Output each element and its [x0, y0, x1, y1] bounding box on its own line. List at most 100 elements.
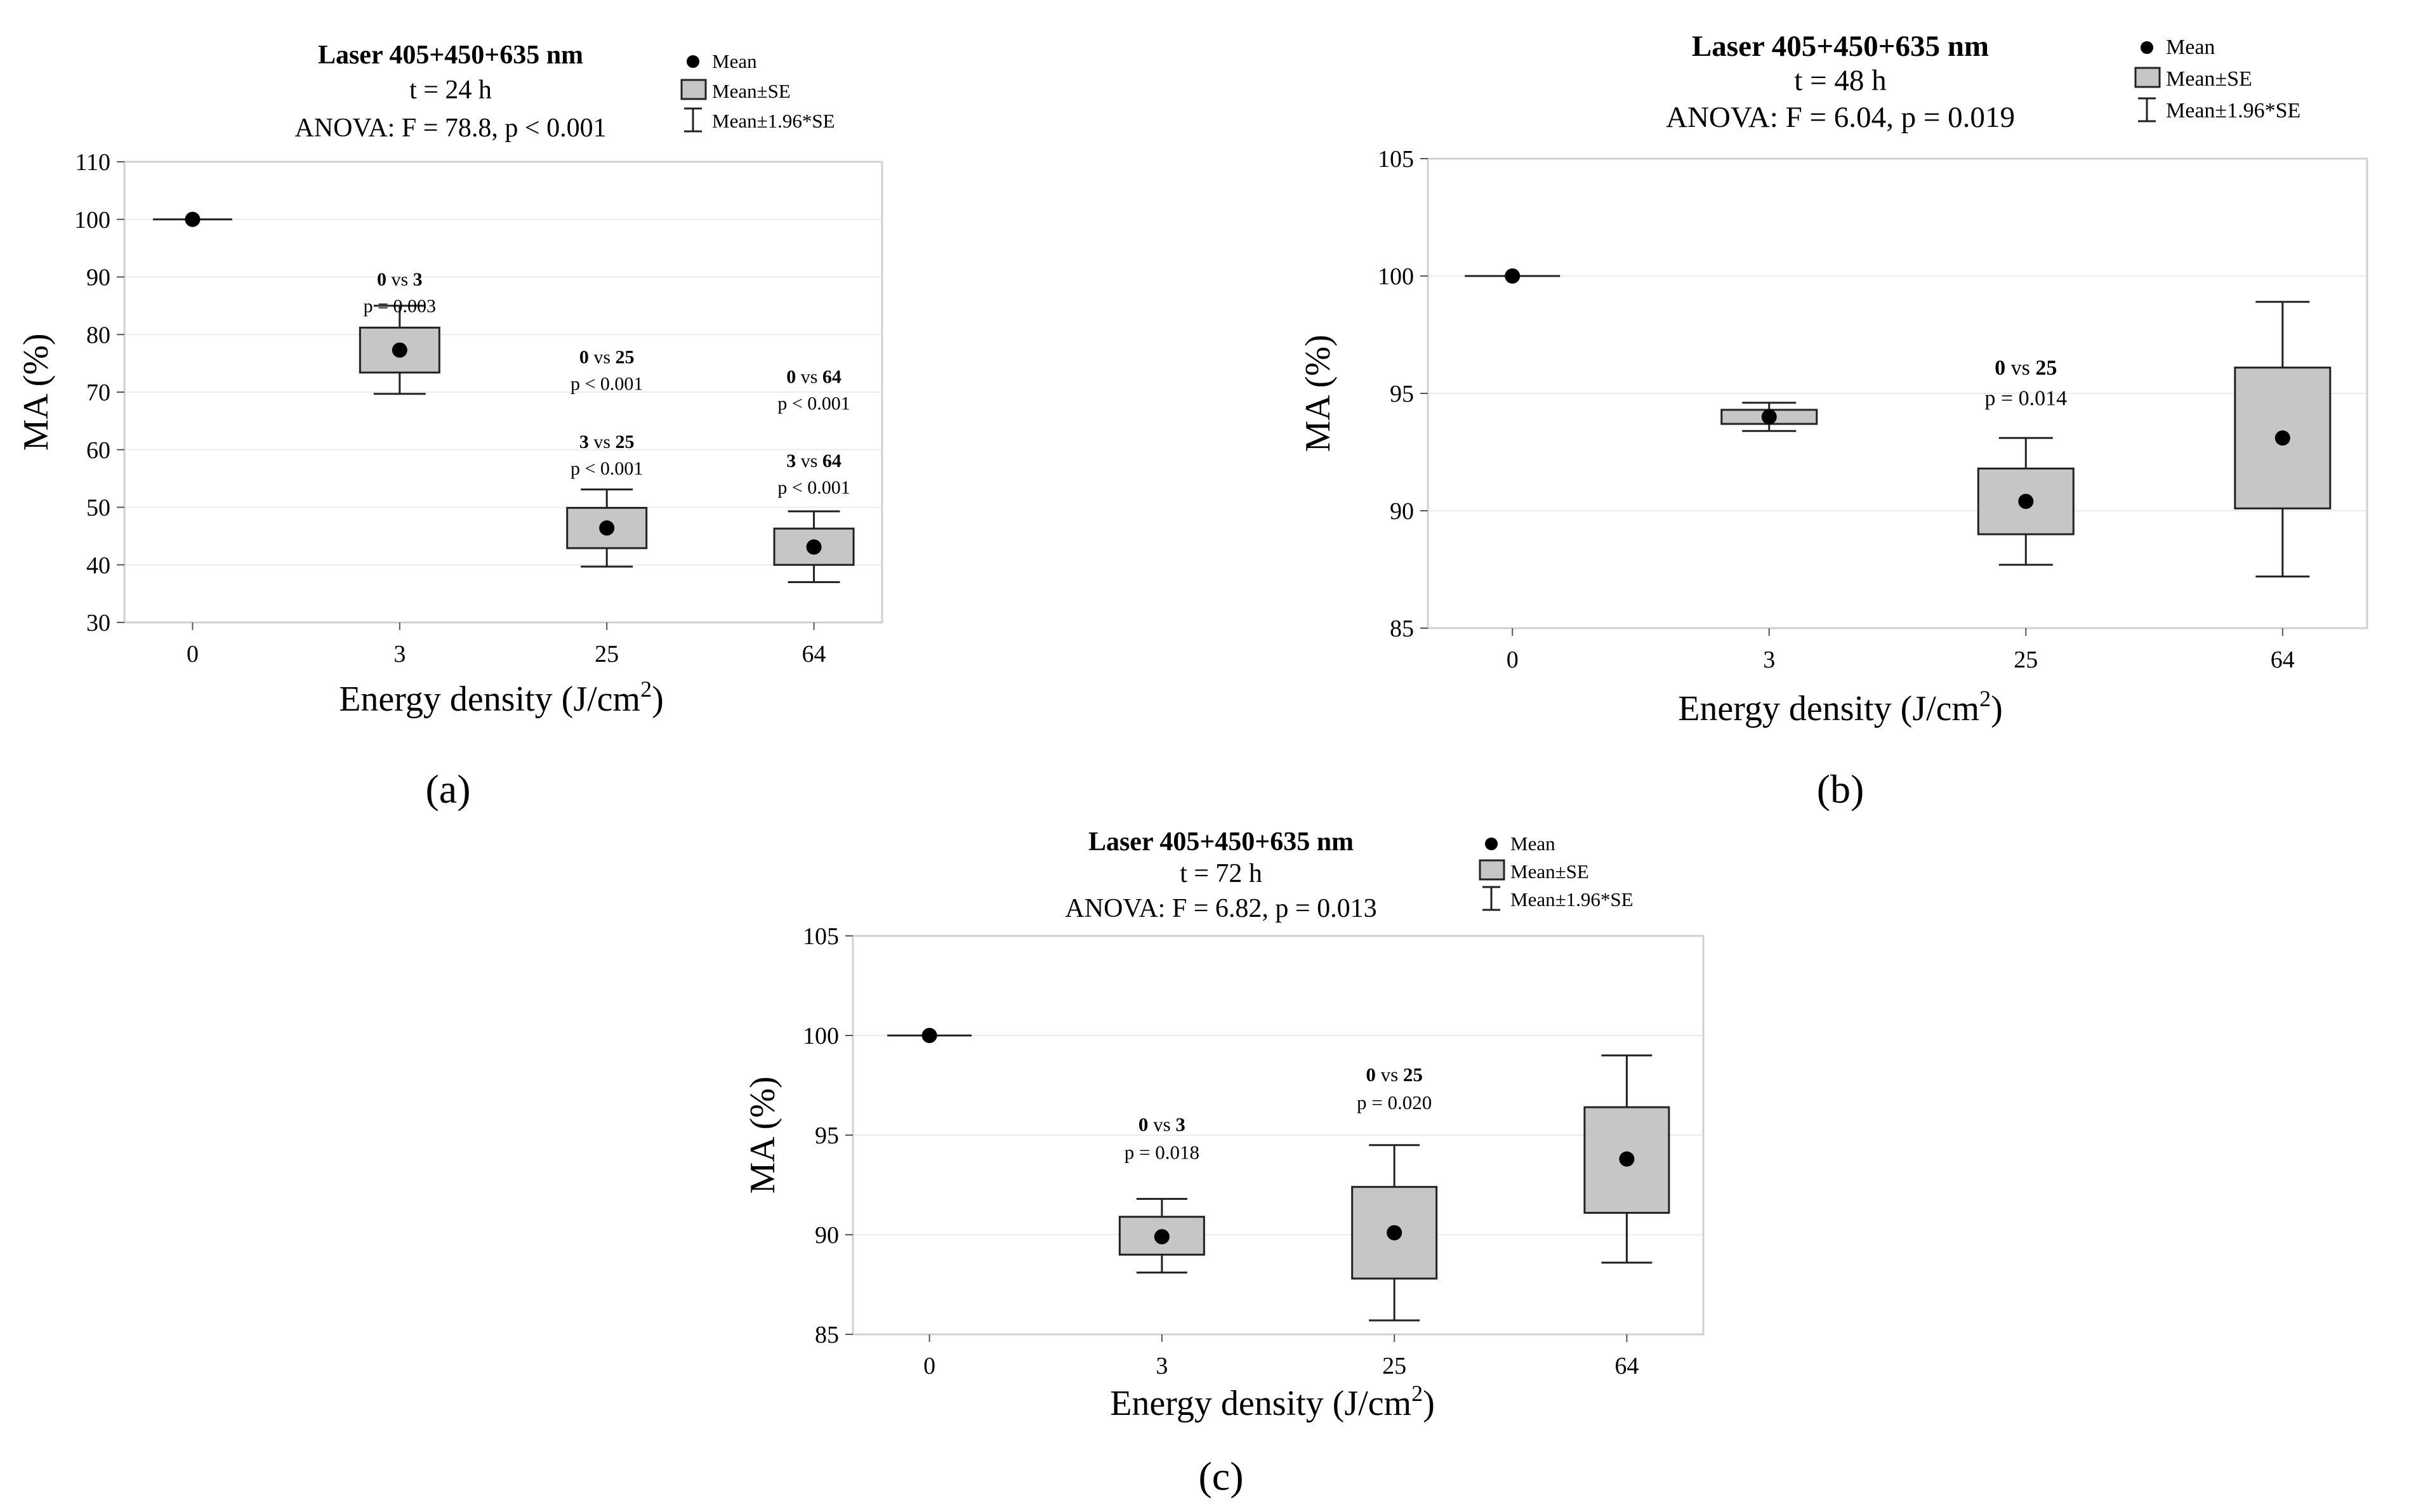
y-tick-label: 95 — [1390, 381, 1414, 407]
chart-subtitle: t = 48 h — [1794, 64, 1886, 97]
legend-se-label: Mean±SE — [2166, 67, 2252, 91]
comparison-group-b: 3 — [413, 269, 423, 290]
comparison-group-b: 64 — [822, 366, 842, 387]
se-box — [359, 326, 440, 374]
y-tick-label: 85 — [1390, 615, 1414, 642]
x-tick-label: 0 — [1507, 647, 1519, 673]
comparison-group-a: 0 — [377, 269, 386, 290]
x-axis-label-main: Energy density (J/cm — [1678, 689, 1979, 728]
legend-mean-label: Mean — [1510, 832, 1555, 855]
y-tick-label: 90 — [815, 1222, 839, 1249]
legend-mean-label: Mean — [712, 50, 757, 72]
comparison-p-value: p < 0.001 — [777, 393, 850, 414]
mean-point — [1505, 268, 1521, 284]
mean-point — [599, 520, 615, 536]
x-tick-label: 3 — [1763, 647, 1775, 673]
comparison-p-value: p = 0.018 — [1125, 1141, 1199, 1164]
x-axis-label: Energy density (J/cm2) — [1110, 1381, 1435, 1423]
y-axis-label: MA (%) — [1298, 334, 1338, 452]
chart-panel-c: 85 90 95 100 105 0 3 25 64 0 vs 3 p = 0.018 0 vs 25… — [743, 827, 1705, 1499]
comparison-vs: vs — [1148, 1114, 1175, 1136]
comparison-vs: vs — [589, 347, 616, 368]
chart-title: Laser 405+450+635 nm — [1692, 30, 1989, 63]
comparison-group-a: 0 — [579, 347, 589, 368]
comparison-p-value: p = 0.014 — [1984, 386, 2067, 410]
anova-result: ANOVA: F = 6.04, p = 0.019 — [1666, 101, 2015, 134]
chart-subtitle: t = 24 h — [409, 76, 492, 105]
legend-se-label: Mean±SE — [1510, 860, 1589, 883]
comparison-vs: vs — [386, 269, 413, 290]
comparison-p-value: p = 0.003 — [364, 296, 436, 317]
comparison-label: 0 vs 25 — [579, 347, 635, 368]
y-axis-label: MA (%) — [743, 1076, 782, 1193]
comparison-p-value: p < 0.001 — [571, 374, 643, 395]
anova-result: ANOVA: F = 78.8, p < 0.001 — [294, 114, 606, 143]
y-tick-label: 30 — [86, 610, 110, 636]
comparison-p-value: p < 0.001 — [571, 458, 643, 479]
comparison-group-a: 0 — [1995, 356, 2005, 379]
x-tick-label: 0 — [187, 641, 199, 667]
x-tick-label: 64 — [2271, 647, 2295, 673]
legend-se-label: Mean±SE — [712, 80, 791, 102]
legend-mean-label: Mean — [2166, 36, 2215, 59]
x-axis-label-main: Energy density (J/cm — [339, 680, 640, 719]
comparison-label: 3 vs 25 — [579, 431, 635, 452]
comparison-group-b: 25 — [616, 347, 635, 368]
legend-se-icon — [1479, 859, 1505, 881]
comparison-group-a: 3 — [579, 431, 589, 452]
x-tick-label: 3 — [393, 641, 406, 667]
mean-point — [185, 211, 201, 227]
y-tick-label: 80 — [86, 322, 110, 348]
y-tick-label: 50 — [86, 495, 110, 522]
legend-mean-icon — [1485, 838, 1498, 850]
x-axis-label-superscript: 2 — [1411, 1381, 1423, 1406]
x-axis-label-end: ) — [1423, 1384, 1435, 1423]
y-tick-label: 105 — [803, 923, 839, 950]
panel-caption: (b) — [1817, 766, 1864, 812]
comparison-label: 0 vs 25 — [1995, 356, 2057, 379]
comparison-label: 0 vs 25 — [1366, 1063, 1423, 1086]
x-axis-label: Energy density (J/cm2) — [1678, 686, 2003, 728]
comparison-vs: vs — [796, 450, 822, 471]
comparison-label: 0 vs 64 — [786, 366, 842, 387]
y-tick-label: 60 — [86, 437, 110, 464]
x-tick-label: 25 — [2014, 647, 2038, 673]
panel-caption: (c) — [1198, 1454, 1243, 1499]
mean-point — [1154, 1229, 1170, 1245]
chart-subtitle: t = 72 h — [1180, 859, 1262, 888]
mean-point — [1761, 409, 1777, 424]
y-tick-label: 90 — [86, 265, 110, 291]
comparison-group-a: 3 — [786, 450, 796, 471]
comparison-group-a: 0 — [1138, 1114, 1149, 1136]
comparison-group-b: 3 — [1175, 1114, 1185, 1136]
legend-mean-icon — [687, 55, 699, 68]
comparison-vs: vs — [2005, 356, 2035, 379]
x-tick-label: 64 — [1614, 1353, 1639, 1379]
comparison-group-a: 0 — [786, 366, 796, 387]
legend-ci-label: Mean±1.96*SE — [1510, 888, 1634, 910]
legend-mean-icon — [2141, 41, 2153, 54]
x-axis-label-end: ) — [1991, 689, 2003, 728]
y-tick-label: 95 — [815, 1122, 839, 1149]
x-axis-label-main: Energy density (J/cm — [1110, 1384, 1411, 1423]
comparison-group-b: 25 — [2035, 356, 2057, 379]
y-tick-label: 110 — [75, 149, 110, 176]
mean-point — [2018, 494, 2034, 509]
x-axis-label-superscript: 2 — [640, 676, 652, 702]
y-tick-label: 70 — [86, 379, 110, 406]
mean-point — [392, 342, 407, 358]
y-tick-label: 90 — [1390, 498, 1414, 525]
y-axis-label: MA (%) — [16, 333, 56, 450]
x-tick-label: 25 — [1382, 1353, 1406, 1379]
comparison-vs: vs — [1376, 1063, 1403, 1086]
mean-point — [806, 539, 822, 555]
panel-caption: (a) — [425, 766, 470, 812]
comparison-group-b: 25 — [1403, 1063, 1423, 1086]
comparison-p-value: p < 0.001 — [777, 477, 850, 498]
legend-se-icon — [680, 79, 707, 100]
x-axis-label-end: ) — [652, 680, 664, 719]
mean-point — [921, 1028, 937, 1043]
chart-title: Laser 405+450+635 nm — [318, 41, 583, 70]
x-tick-label: 64 — [802, 641, 826, 667]
